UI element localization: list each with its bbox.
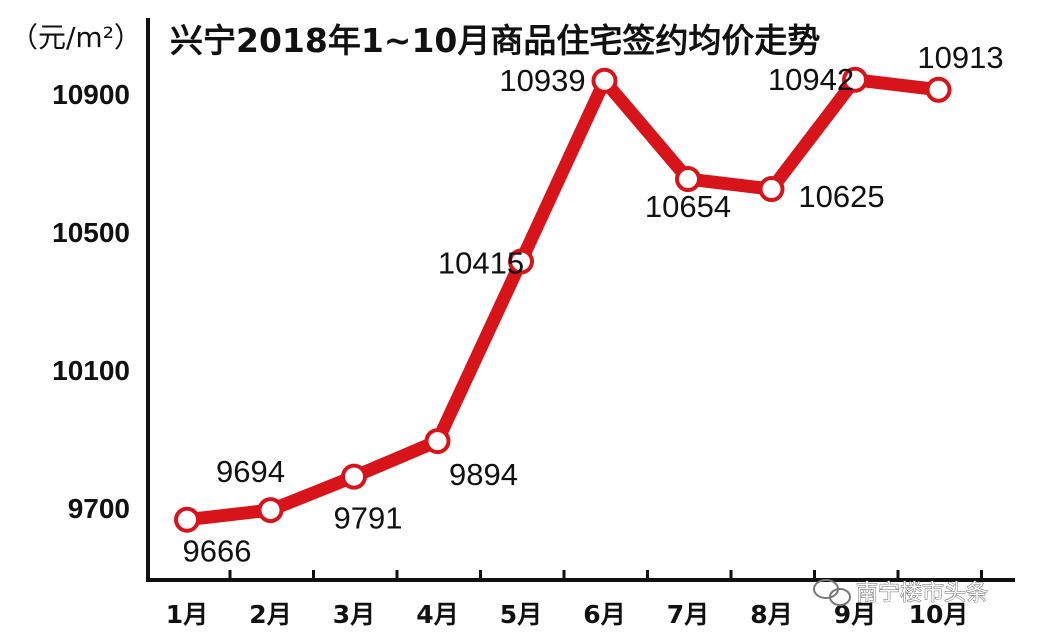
data-point: [758, 176, 785, 203]
data-label: 9694: [216, 454, 285, 489]
data-label: 10654: [645, 189, 731, 224]
y-tick-label: 10100: [52, 355, 130, 386]
y-tick-label: 10900: [52, 79, 130, 110]
y-tick-label: 10500: [52, 217, 130, 248]
x-tick-label: 5月: [500, 600, 542, 629]
x-tick-label: 3月: [333, 600, 375, 629]
x-tick-label: 6月: [583, 600, 625, 629]
watermark: 南宁楼市头条: [813, 579, 989, 607]
chart-title: 兴宁2018年1~10月商品住宅签约均价走势: [170, 21, 820, 60]
series-line: [180, 73, 945, 527]
data-point: [174, 506, 200, 533]
data-point: [341, 463, 367, 490]
data-label: 9666: [183, 534, 252, 569]
x-tick-label: 10月: [909, 600, 969, 629]
data-point: [424, 428, 451, 455]
data-point: [257, 497, 284, 524]
wechat-icon: [813, 579, 851, 606]
x-tick-label: 4月: [416, 600, 458, 629]
data-point: [842, 66, 868, 93]
data-label: 10415: [438, 245, 524, 280]
x-tick-label: 2月: [249, 600, 291, 629]
watermark-text: 南宁楼市头条: [856, 581, 988, 606]
axes: [146, 18, 1015, 582]
y-tick-label: 9700: [68, 493, 130, 524]
data-label: 10942: [768, 62, 854, 97]
data-label: 10913: [917, 40, 1003, 75]
x-tick-labels: 1月 2月 3月 4月 5月 6月 7月 8月 9月 10月: [166, 600, 969, 629]
data-point: [675, 166, 701, 193]
x-tick-label: 7月: [667, 600, 709, 629]
data-point: [508, 248, 534, 275]
series-polyline: [180, 73, 945, 527]
y-axis-unit: （元/m²）: [10, 21, 142, 54]
data-label: 9894: [449, 457, 518, 492]
data-point: [925, 76, 952, 103]
data-label: 9791: [334, 501, 403, 536]
y-tick-labels: 9700 10100 10500 10900: [52, 79, 130, 524]
data-label: 10939: [499, 63, 585, 98]
data-points: [174, 66, 952, 533]
data-label: 10625: [798, 179, 884, 214]
x-tick-label: 1月: [166, 600, 208, 629]
data-labels: 9666 9694 9791 9894 10415 10939 10654 10625 1094…: [183, 40, 1004, 569]
data-point: [591, 67, 618, 94]
x-tick-label: 8月: [750, 600, 792, 629]
